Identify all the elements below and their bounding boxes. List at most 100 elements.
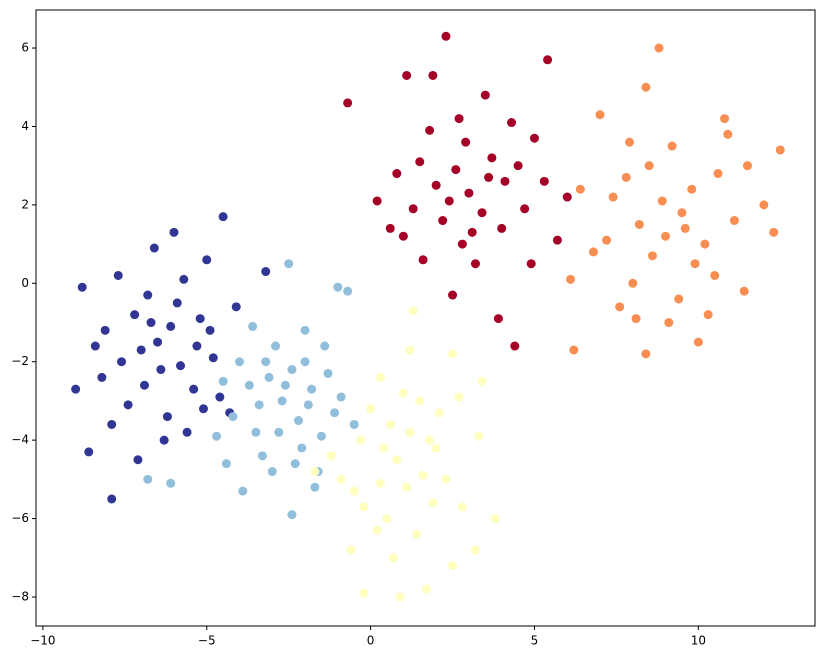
- point: [398, 231, 408, 241]
- point: [238, 486, 248, 496]
- point: [294, 416, 304, 426]
- y-tick-label: 4: [21, 119, 29, 133]
- point: [608, 192, 618, 202]
- point: [641, 349, 651, 359]
- point: [628, 278, 638, 288]
- point: [359, 588, 369, 598]
- point: [438, 216, 448, 226]
- x-tick-label: −10: [30, 634, 55, 648]
- point: [703, 310, 713, 320]
- point: [323, 368, 333, 378]
- point: [562, 192, 572, 202]
- point: [146, 318, 156, 328]
- point: [336, 392, 346, 402]
- point: [513, 161, 523, 171]
- y-tick-label: −6: [11, 511, 29, 525]
- point: [451, 165, 461, 175]
- point: [457, 502, 467, 512]
- point: [575, 184, 585, 194]
- point: [169, 227, 179, 237]
- point: [195, 314, 205, 324]
- point: [274, 427, 284, 437]
- point: [415, 157, 425, 167]
- point: [143, 474, 153, 484]
- point: [480, 90, 490, 100]
- point: [428, 498, 438, 508]
- point: [775, 145, 785, 155]
- point: [326, 451, 336, 461]
- point: [428, 70, 438, 80]
- point: [569, 345, 579, 355]
- point: [402, 70, 412, 80]
- point: [310, 482, 320, 492]
- point: [123, 400, 133, 410]
- point: [297, 443, 307, 453]
- point: [395, 592, 405, 602]
- x-tick-label: 5: [531, 634, 539, 648]
- point: [202, 255, 212, 265]
- point: [244, 380, 254, 390]
- point: [415, 396, 425, 406]
- point: [143, 290, 153, 300]
- point: [470, 259, 480, 269]
- point: [769, 227, 779, 237]
- point: [739, 286, 749, 296]
- point: [117, 357, 127, 367]
- point: [720, 114, 730, 124]
- point: [333, 282, 343, 292]
- point: [647, 251, 657, 261]
- point: [310, 467, 320, 477]
- point: [454, 114, 464, 124]
- point: [595, 110, 605, 120]
- point: [287, 510, 297, 520]
- point: [372, 525, 382, 535]
- point: [84, 447, 94, 457]
- point: [97, 372, 107, 382]
- point: [176, 361, 186, 371]
- point: [490, 514, 500, 524]
- point: [343, 98, 353, 108]
- point: [625, 137, 635, 147]
- point: [729, 216, 739, 226]
- point: [539, 176, 549, 186]
- point: [133, 455, 143, 465]
- point: [189, 384, 199, 394]
- point: [162, 412, 172, 422]
- point: [107, 419, 117, 429]
- y-tick-label: 0: [21, 276, 29, 290]
- point: [520, 204, 530, 214]
- point: [113, 270, 123, 280]
- point: [231, 302, 241, 312]
- point: [467, 227, 477, 237]
- point: [182, 427, 192, 437]
- point: [205, 325, 215, 335]
- point: [710, 270, 720, 280]
- point: [385, 419, 395, 429]
- point: [493, 314, 503, 324]
- point: [510, 341, 520, 351]
- point: [674, 294, 684, 304]
- x-tick-label: −5: [198, 634, 216, 648]
- point: [139, 380, 149, 390]
- point: [543, 55, 553, 65]
- point: [402, 482, 412, 492]
- point: [392, 169, 402, 179]
- point: [457, 239, 467, 249]
- point: [621, 172, 631, 182]
- point: [687, 184, 697, 194]
- point: [431, 443, 441, 453]
- point: [156, 365, 166, 375]
- point: [418, 255, 428, 265]
- point: [235, 357, 245, 367]
- point: [261, 267, 271, 277]
- point: [179, 274, 189, 284]
- point: [448, 349, 458, 359]
- point: [271, 341, 281, 351]
- point: [248, 321, 258, 331]
- point: [392, 455, 402, 465]
- point: [507, 118, 517, 128]
- point: [552, 235, 562, 245]
- point: [107, 494, 117, 504]
- point: [316, 431, 326, 441]
- point: [166, 321, 176, 331]
